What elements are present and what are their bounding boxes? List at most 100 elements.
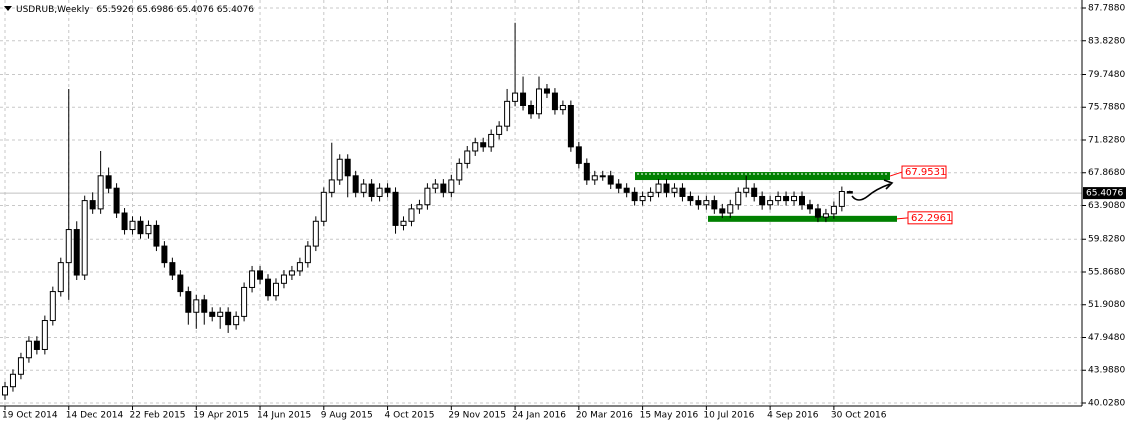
y-tick-label: 71.8280 (1088, 135, 1125, 145)
candle-body (113, 187, 120, 214)
candle-body (806, 204, 813, 210)
candle-body (249, 270, 256, 288)
candle-body (559, 104, 566, 111)
candle-body (480, 142, 487, 148)
x-tick-label: 19 Oct 2014 (2, 411, 58, 421)
x-tick-label: 20 Mar 2016 (576, 411, 633, 421)
candle-body (647, 191, 654, 197)
candle-body (33, 340, 40, 350)
candle-body (799, 195, 805, 206)
header-close: 65.4076 (217, 5, 254, 15)
candle-body (209, 311, 216, 317)
axes: 87.7880 83.8280 79.7480 75.7880 71.8280 67.86… (2, 4, 1126, 421)
forecast-arrow-head (883, 179, 894, 190)
candle-body (719, 208, 726, 214)
menu-triangle (4, 6, 12, 11)
candle-body (543, 88, 550, 94)
candle-body (280, 274, 287, 284)
y-tick-label: 51.9080 (1088, 300, 1125, 310)
candle-body (822, 213, 829, 218)
candle-body (496, 125, 503, 135)
level-zone (635, 172, 890, 181)
level-connector (889, 171, 903, 177)
last-price-box (1083, 187, 1126, 200)
x-tick-label: 9 Aug 2015 (321, 411, 373, 421)
candle-body (25, 340, 32, 359)
x-tick-label: 4 Sep 2016 (767, 411, 819, 421)
candle-body (105, 175, 112, 189)
candle-body (368, 183, 375, 197)
candle-body (65, 229, 72, 264)
candle-body (575, 146, 582, 164)
header-low: 65.4076 (177, 5, 214, 15)
level-label: 67.9531 (905, 167, 946, 178)
symbol: USDRUB,Weekly (16, 5, 90, 15)
candle-body (400, 220, 407, 226)
candle-body (751, 187, 758, 197)
last-price-label: 65.4076 (1086, 189, 1123, 199)
candle-body (639, 195, 646, 202)
candle-body (671, 187, 678, 193)
y-tick-label: 75.7880 (1088, 103, 1125, 113)
candle-body (703, 200, 710, 206)
candle-body (384, 187, 391, 193)
candle-body (528, 104, 535, 115)
candle-body (567, 104, 574, 148)
y-tick-label: 83.8280 (1088, 36, 1125, 46)
candle-body (814, 208, 821, 218)
y-tick-label: 40.0280 (1088, 399, 1125, 409)
candle-body (448, 179, 455, 193)
x-tick-label: 4 Oct 2015 (385, 411, 435, 421)
candle-body (169, 262, 176, 276)
header-open: 65.5926 (96, 5, 133, 15)
x-tick-label: 30 Oct 2016 (831, 411, 887, 421)
candle-body (73, 229, 80, 276)
candle-body (583, 162, 590, 181)
candle-body (145, 224, 152, 235)
candle-body (551, 92, 558, 111)
y-tick-label: 87.7880 (1088, 4, 1125, 14)
candle-body (743, 187, 750, 193)
candle-body (360, 183, 367, 193)
y-tick-label: 59.8280 (1088, 235, 1125, 245)
y-tick-label: 67.8680 (1088, 168, 1125, 178)
candle-body (408, 208, 415, 222)
candles (2, 22, 853, 400)
candle-body (830, 205, 837, 215)
candle-body (488, 133, 495, 148)
level-label-box (901, 165, 947, 179)
candle-body (121, 212, 128, 231)
candle-body (257, 270, 264, 280)
x-tick-label: 14 Jun 2015 (257, 411, 311, 421)
x-tick-label: 29 Nov 2015 (448, 411, 506, 421)
candle-body (472, 142, 479, 152)
candle-body (265, 278, 272, 297)
candle-body (296, 262, 303, 272)
y-tick-label: 47.9480 (1088, 333, 1125, 343)
candle-body (336, 158, 343, 181)
candle-body (177, 274, 184, 293)
candle-body (288, 270, 295, 276)
candle-body (838, 191, 845, 207)
candle-body (695, 200, 702, 206)
candle-body (241, 286, 248, 317)
level-label: 62.2961 (911, 213, 952, 224)
candle-body (727, 204, 734, 214)
candle-body (735, 191, 742, 206)
candle-body (193, 299, 200, 313)
candle-body (424, 187, 431, 206)
y-tick-label: 79.7480 (1088, 70, 1125, 80)
candle-body (456, 162, 463, 181)
levels: 67.9531 62.2961 (635, 165, 953, 225)
candle-body (767, 200, 774, 206)
forecast-arrow (851, 183, 891, 201)
candle-body (783, 195, 790, 202)
candle-body (320, 191, 327, 222)
candle-body (81, 200, 88, 276)
candle-body (217, 311, 224, 317)
candle-body (663, 183, 670, 193)
candle-body (2, 386, 8, 396)
